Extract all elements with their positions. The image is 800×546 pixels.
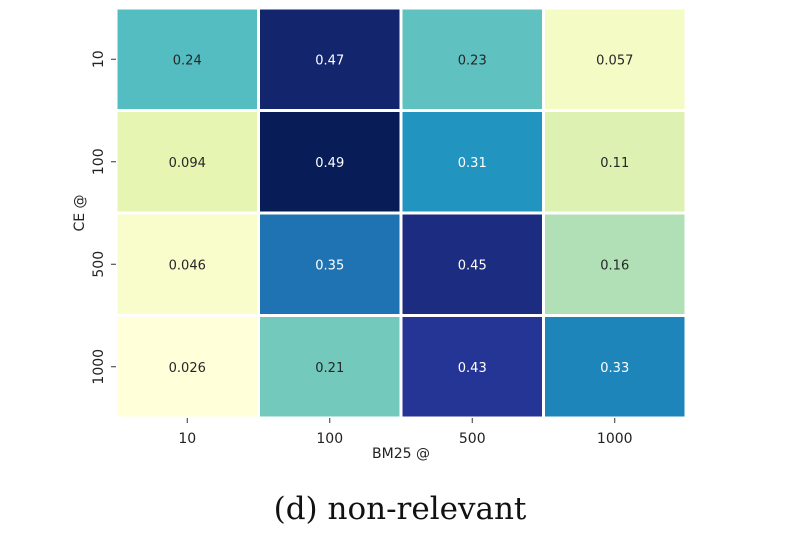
heatmap-cell — [545, 9, 685, 109]
x-tick-label: 10 — [178, 431, 196, 447]
x-tick-label: 1000 — [597, 431, 633, 447]
heatmap-cell — [117, 112, 257, 212]
heatmap-cell — [260, 317, 400, 417]
heatmap-cells — [117, 9, 685, 417]
y-axis-label: CE @ — [72, 194, 88, 231]
cell-value-label: 0.046 — [169, 258, 206, 273]
cell-value-label: 0.43 — [458, 361, 487, 376]
heatmap-cell — [117, 9, 257, 109]
x-axis-label: BM25 @ — [372, 446, 430, 462]
cell-value-label: 0.16 — [600, 258, 629, 273]
heatmap-cell — [545, 317, 685, 417]
y-tick-label: 100 — [91, 148, 107, 175]
figure-caption: (d) non-relevant — [273, 491, 527, 527]
y-tick-label: 1000 — [91, 349, 107, 385]
cell-value-label: 0.24 — [173, 53, 202, 68]
heatmap-cell — [260, 9, 400, 109]
cell-value-label: 0.026 — [169, 361, 206, 376]
cell-value-label: 0.45 — [458, 258, 487, 273]
heatmap-cell — [117, 317, 257, 417]
heatmap-cell — [545, 214, 685, 314]
cell-value-label: 0.11 — [600, 156, 629, 171]
heatmap-cell — [260, 112, 400, 212]
heatmap-cell — [402, 214, 542, 314]
heatmap-cell — [117, 214, 257, 314]
x-tick-label: 100 — [316, 431, 343, 447]
heatmap-cell — [545, 112, 685, 212]
cell-value-label: 0.35 — [315, 258, 344, 273]
cell-value-label: 0.21 — [315, 361, 344, 376]
heatmap-cell — [260, 214, 400, 314]
cell-value-label: 0.49 — [315, 156, 344, 171]
cell-value-label: 0.094 — [169, 156, 206, 171]
cell-value-label: 0.33 — [600, 361, 629, 376]
heatmap-cell — [402, 9, 542, 109]
y-tick-label: 10 — [91, 50, 107, 68]
cell-value-label: 0.31 — [458, 156, 487, 171]
y-tick-label: 500 — [91, 251, 107, 278]
heatmap-cell — [402, 112, 542, 212]
cell-value-label: 0.23 — [458, 53, 487, 68]
cell-value-label: 0.47 — [315, 53, 344, 68]
heatmap-cell — [402, 317, 542, 417]
y-axis: 10 100 500 1000 — [91, 50, 116, 385]
x-tick-label: 500 — [459, 431, 486, 447]
cell-value-label: 0.057 — [596, 53, 633, 68]
cell-value-labels: 0.24 0.47 0.23 0.057 0.094 0.49 0.31 0.11 0.046 0… — [169, 53, 634, 376]
x-axis: 10 100 500 1000 — [178, 418, 633, 447]
